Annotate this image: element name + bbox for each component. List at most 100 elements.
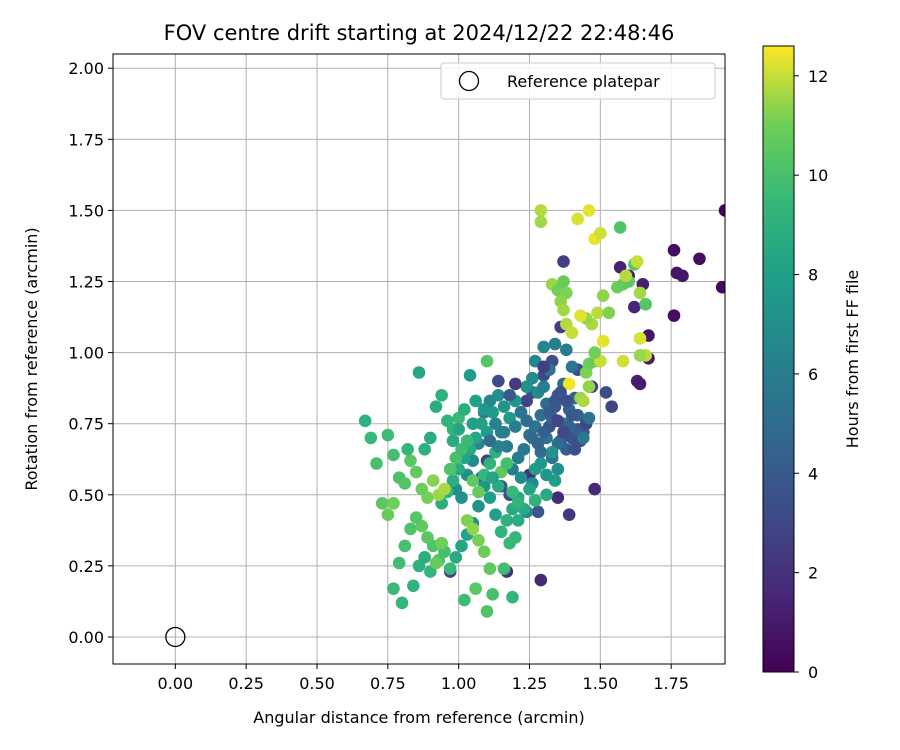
- data-point: [395, 596, 409, 610]
- data-point: [483, 562, 497, 576]
- data-point: [503, 388, 516, 402]
- y-tick-label: 1.00: [68, 344, 104, 363]
- data-point: [639, 297, 652, 311]
- data-point: [503, 536, 516, 550]
- data-point: [404, 522, 417, 536]
- data-point: [543, 406, 556, 419]
- data-point: [429, 556, 443, 570]
- data-point: [421, 531, 434, 544]
- data-point: [358, 414, 372, 428]
- data-point: [596, 289, 610, 303]
- data-point: [528, 494, 542, 507]
- data-point: [511, 451, 525, 465]
- data-point: [630, 255, 644, 268]
- data-point: [509, 377, 522, 391]
- data-point: [497, 425, 511, 439]
- data-point: [667, 309, 681, 322]
- data-point: [466, 522, 480, 536]
- data-point: [452, 423, 465, 436]
- data-point: [551, 462, 565, 476]
- data-point: [483, 457, 497, 470]
- plot-frame: [112, 53, 726, 665]
- data-point: [460, 434, 474, 448]
- data-point: [557, 303, 570, 317]
- data-point: [557, 275, 570, 288]
- x-tick-label: 0.25: [228, 674, 264, 693]
- data-point: [591, 306, 604, 320]
- data-point: [537, 380, 550, 394]
- y-tick-label: 1.50: [68, 201, 104, 220]
- data-point: [633, 332, 647, 345]
- data-point: [582, 411, 596, 425]
- data-point: [599, 386, 613, 399]
- colorbar-tick-label: 10: [808, 166, 828, 185]
- x-axis-label: Angular distance from reference (arcmin): [253, 708, 584, 727]
- colorbar-tick-label: 12: [808, 67, 828, 86]
- data-point: [483, 434, 497, 448]
- data-point: [435, 388, 448, 402]
- data-point: [562, 508, 576, 521]
- colorbar-tick-label: 2: [808, 564, 818, 583]
- data-point: [582, 380, 596, 394]
- data-point: [449, 551, 463, 564]
- data-point: [375, 497, 389, 510]
- data-point: [534, 215, 548, 229]
- legend-marker-icon: [458, 70, 480, 92]
- data-point: [492, 374, 505, 388]
- data-point: [523, 482, 536, 496]
- data-point: [398, 477, 412, 490]
- data-point: [582, 204, 596, 217]
- data-point: [633, 349, 647, 362]
- data-point: [537, 340, 550, 354]
- y-tick-label: 0.50: [68, 486, 104, 505]
- data-point: [472, 533, 485, 547]
- data-point: [489, 417, 502, 430]
- data-point: [443, 462, 457, 476]
- data-point: [565, 326, 579, 339]
- data-point: [574, 309, 587, 322]
- data-point: [511, 514, 525, 527]
- y-tick-label: 0.25: [68, 557, 104, 576]
- data-point: [435, 536, 448, 550]
- data-point: [551, 491, 565, 504]
- data-point: [545, 445, 559, 459]
- y-axis-ticks: 0.00 0.25 0.50 0.75 1.00 1.25 1.50 1.75 2.00: [68, 59, 113, 647]
- chart-title: FOV centre drift starting at 2024/12/22 …: [164, 21, 675, 45]
- reference-marker-group: [165, 626, 186, 648]
- colorbar-tick-label: 8: [808, 266, 818, 285]
- data-point: [520, 380, 533, 394]
- data-point: [387, 582, 400, 595]
- data-point: [472, 485, 485, 499]
- data-point: [537, 360, 550, 374]
- data-point: [486, 588, 499, 601]
- data-point: [480, 605, 494, 618]
- data-point: [602, 306, 616, 320]
- data-point: [548, 337, 562, 351]
- data-point: [565, 360, 579, 374]
- data-point: [455, 539, 468, 553]
- data-point: [605, 400, 618, 413]
- data-point: [715, 280, 725, 294]
- data-point: [557, 425, 570, 439]
- legend-box: [440, 62, 716, 100]
- data-point: [693, 252, 706, 266]
- data-point: [531, 505, 545, 519]
- x-tick-label: 1.50: [583, 674, 619, 693]
- data-point: [514, 471, 528, 485]
- data-point: [500, 514, 514, 527]
- data-point: [472, 499, 485, 513]
- x-tick-label: 0.50: [299, 674, 335, 693]
- data-point: [557, 255, 570, 268]
- data-point: [560, 343, 573, 357]
- data-point: [398, 539, 412, 553]
- data-point: [540, 488, 553, 502]
- colorbar-tick-label: 0: [808, 663, 818, 682]
- data-point: [446, 474, 460, 487]
- data-point: [500, 457, 514, 470]
- data-point: [511, 497, 525, 510]
- data-point: [486, 471, 499, 485]
- data-point: [613, 221, 627, 234]
- data-point: [418, 442, 431, 456]
- data-point: [562, 377, 576, 391]
